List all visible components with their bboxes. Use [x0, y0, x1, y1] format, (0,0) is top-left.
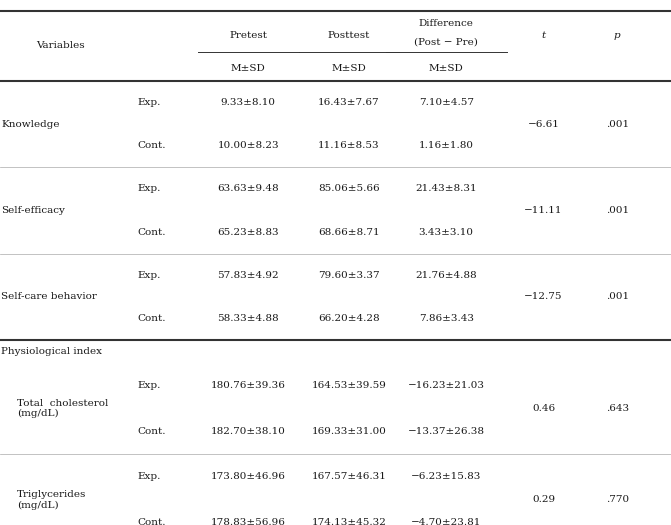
Text: 174.13±45.32: 174.13±45.32 [311, 518, 386, 525]
Text: 57.83±4.92: 57.83±4.92 [217, 270, 279, 280]
Text: Self-care behavior: Self-care behavior [1, 292, 97, 301]
Text: 21.76±4.88: 21.76±4.88 [415, 270, 477, 280]
Text: M±SD: M±SD [231, 64, 266, 73]
Text: 10.00±8.23: 10.00±8.23 [217, 141, 279, 151]
Text: 58.33±4.88: 58.33±4.88 [217, 313, 279, 323]
Text: Total  cholesterol
(mg/dL): Total cholesterol (mg/dL) [17, 398, 108, 418]
Text: 1.16±1.80: 1.16±1.80 [419, 141, 474, 151]
Text: Exp.: Exp. [138, 270, 161, 280]
Text: .001: .001 [606, 292, 629, 301]
Text: 11.16±8.53: 11.16±8.53 [318, 141, 380, 151]
Text: −12.75: −12.75 [524, 292, 563, 301]
Text: Cont.: Cont. [138, 313, 166, 323]
Text: Exp.: Exp. [138, 381, 161, 390]
Text: 164.53±39.59: 164.53±39.59 [311, 381, 386, 390]
Text: .643: .643 [606, 404, 629, 413]
Text: Cont.: Cont. [138, 141, 166, 151]
Text: (Post − Pre): (Post − Pre) [414, 37, 478, 46]
Text: t: t [541, 31, 546, 40]
Text: 178.83±56.96: 178.83±56.96 [211, 518, 286, 525]
Text: 173.80±46.96: 173.80±46.96 [211, 472, 286, 481]
Text: 3.43±3.10: 3.43±3.10 [419, 227, 474, 237]
Text: Cont.: Cont. [138, 427, 166, 436]
Text: Physiological index: Physiological index [1, 346, 103, 356]
Text: Self-efficacy: Self-efficacy [1, 206, 65, 215]
Text: 7.10±4.57: 7.10±4.57 [419, 98, 474, 108]
Text: Variables: Variables [36, 41, 85, 50]
Text: 169.33±31.00: 169.33±31.00 [311, 427, 386, 436]
Text: p: p [614, 31, 621, 40]
Text: −6.23±15.83: −6.23±15.83 [411, 472, 481, 481]
Text: M±SD: M±SD [429, 64, 464, 73]
Text: Pretest: Pretest [229, 31, 267, 40]
Text: −16.23±21.03: −16.23±21.03 [408, 381, 484, 390]
Text: 167.57±46.31: 167.57±46.31 [311, 472, 386, 481]
Text: .770: .770 [606, 495, 629, 505]
Text: 9.33±8.10: 9.33±8.10 [221, 98, 276, 108]
Text: Knowledge: Knowledge [1, 120, 60, 129]
Text: 63.63±9.48: 63.63±9.48 [217, 184, 279, 194]
Text: Difference: Difference [419, 19, 474, 28]
Text: −4.70±23.81: −4.70±23.81 [411, 518, 481, 525]
Text: 85.06±5.66: 85.06±5.66 [318, 184, 380, 194]
Text: 16.43±7.67: 16.43±7.67 [318, 98, 380, 108]
Text: Exp.: Exp. [138, 98, 161, 108]
Text: −6.61: −6.61 [527, 120, 560, 129]
Text: Posttest: Posttest [327, 31, 370, 40]
Text: 21.43±8.31: 21.43±8.31 [415, 184, 477, 194]
Text: Exp.: Exp. [138, 472, 161, 481]
Text: 66.20±4.28: 66.20±4.28 [318, 313, 380, 323]
Text: 65.23±8.83: 65.23±8.83 [217, 227, 279, 237]
Text: 68.66±8.71: 68.66±8.71 [318, 227, 380, 237]
Text: −11.11: −11.11 [524, 206, 563, 215]
Text: 79.60±3.37: 79.60±3.37 [318, 270, 380, 280]
Text: 7.86±3.43: 7.86±3.43 [419, 313, 474, 323]
Text: 180.76±39.36: 180.76±39.36 [211, 381, 286, 390]
Text: Cont.: Cont. [138, 227, 166, 237]
Text: −13.37±26.38: −13.37±26.38 [408, 427, 484, 436]
Text: .001: .001 [606, 206, 629, 215]
Text: Exp.: Exp. [138, 184, 161, 194]
Text: Triglycerides
(mg/dL): Triglycerides (mg/dL) [17, 490, 86, 510]
Text: 182.70±38.10: 182.70±38.10 [211, 427, 286, 436]
Text: .001: .001 [606, 120, 629, 129]
Text: 0.29: 0.29 [532, 495, 555, 505]
Text: 0.46: 0.46 [532, 404, 555, 413]
Text: M±SD: M±SD [331, 64, 366, 73]
Text: Cont.: Cont. [138, 518, 166, 525]
